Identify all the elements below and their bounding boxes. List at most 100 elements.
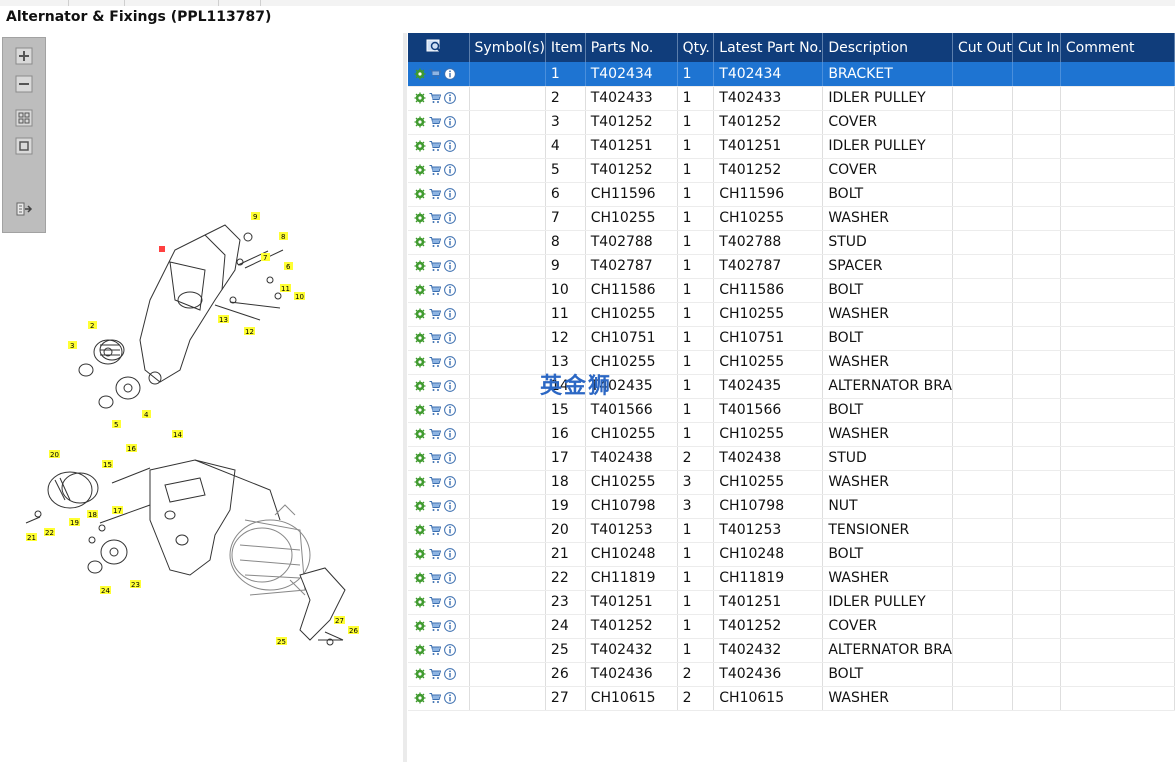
info-icon[interactable]	[444, 380, 456, 392]
table-row[interactable]: 2 T402433 1 T402433 IDLER PULLEY	[408, 86, 1175, 111]
settings-gear-icon[interactable]	[414, 404, 426, 416]
cart-icon[interactable]	[429, 428, 441, 440]
column-header-comment[interactable]: Comment	[1060, 33, 1175, 62]
info-icon[interactable]	[444, 548, 456, 560]
cart-icon[interactable]	[429, 212, 441, 224]
settings-gear-icon[interactable]	[414, 692, 426, 704]
settings-gear-icon[interactable]	[414, 572, 426, 584]
table-row[interactable]: 25 T402432 1 T402432 ALTERNATOR BRA	[408, 638, 1175, 663]
column-header-cut-out[interactable]: Cut Out	[952, 33, 1013, 62]
info-icon[interactable]	[444, 332, 456, 344]
info-icon[interactable]	[444, 404, 456, 416]
settings-gear-icon[interactable]	[414, 668, 426, 680]
pane-splitter[interactable]	[403, 33, 407, 762]
cart-icon[interactable]	[429, 668, 441, 680]
cart-icon[interactable]	[429, 164, 441, 176]
info-icon[interactable]	[444, 452, 456, 464]
table-row[interactable]: 5 T401252 1 T401252 COVER	[408, 158, 1175, 183]
settings-gear-icon[interactable]	[414, 356, 426, 368]
table-row[interactable]: 18 CH10255 3 CH10255 WASHER	[408, 470, 1175, 495]
settings-gear-icon[interactable]	[414, 164, 426, 176]
diagram-callouts[interactable]: 9 8 7 6 11 10 13 12 2 3 4 5 14 16 15 20 …	[26, 212, 359, 646]
column-header-latest-part-no[interactable]: Latest Part No.	[713, 33, 824, 62]
table-row[interactable]: 23 T401251 1 T401251 IDLER PULLEY	[408, 590, 1175, 615]
settings-gear-icon[interactable]	[414, 500, 426, 512]
table-row[interactable]: 15 T401566 1 T401566 BOLT	[408, 398, 1175, 423]
cart-icon[interactable]	[429, 500, 441, 512]
table-row[interactable]: 7 CH10255 1 CH10255 WASHER	[408, 206, 1175, 231]
column-header-cut-in[interactable]: Cut In	[1012, 33, 1061, 62]
column-header-actions[interactable]	[408, 33, 470, 62]
cart-icon[interactable]	[429, 236, 441, 248]
table-row[interactable]: 12 CH10751 1 CH10751 BOLT	[408, 326, 1175, 351]
zoom-out-icon[interactable]	[15, 75, 33, 93]
settings-gear-icon[interactable]	[414, 236, 426, 248]
info-icon[interactable]	[444, 524, 456, 536]
cart-icon[interactable]	[429, 692, 441, 704]
settings-gear-icon[interactable]	[414, 308, 426, 320]
settings-gear-icon[interactable]	[414, 524, 426, 536]
cart-icon[interactable]	[429, 116, 441, 128]
column-header-item[interactable]: Item	[545, 33, 586, 62]
cart-icon[interactable]	[429, 260, 441, 272]
cart-icon[interactable]	[429, 188, 441, 200]
settings-gear-icon[interactable]	[414, 476, 426, 488]
info-icon[interactable]	[444, 692, 456, 704]
table-row[interactable]: 3 T401252 1 T401252 COVER	[408, 110, 1175, 135]
info-icon[interactable]	[444, 67, 456, 80]
settings-gear-icon[interactable]	[414, 380, 426, 392]
cart-icon[interactable]	[429, 524, 441, 536]
info-icon[interactable]	[444, 212, 456, 224]
export-icon[interactable]	[15, 200, 33, 218]
fit-all-icon[interactable]	[15, 109, 33, 127]
column-header-parts-no[interactable]: Parts No.	[585, 33, 678, 62]
settings-gear-icon[interactable]	[414, 452, 426, 464]
info-icon[interactable]	[444, 572, 456, 584]
table-row[interactable]: 17 T402438 2 T402438 STUD	[408, 446, 1175, 471]
settings-gear-icon[interactable]	[414, 212, 426, 224]
settings-gear-icon[interactable]	[414, 644, 426, 656]
settings-gear-icon[interactable]	[414, 332, 426, 344]
info-icon[interactable]	[444, 644, 456, 656]
cart-icon[interactable]	[429, 140, 441, 152]
info-icon[interactable]	[444, 308, 456, 320]
zoom-in-icon[interactable]	[15, 47, 33, 65]
cart-icon[interactable]	[429, 332, 441, 344]
table-row[interactable]: 16 CH10255 1 CH10255 WASHER	[408, 422, 1175, 447]
cart-icon[interactable]	[429, 356, 441, 368]
info-icon[interactable]	[444, 92, 456, 104]
info-icon[interactable]	[444, 620, 456, 632]
column-header-qty[interactable]: Qty.	[677, 33, 715, 62]
table-row[interactable]: 14 T402435 1 T402435 ALTERNATOR BRA	[408, 374, 1175, 399]
table-row[interactable]: 21 CH10248 1 CH10248 BOLT	[408, 542, 1175, 567]
info-icon[interactable]	[444, 428, 456, 440]
cart-icon[interactable]	[429, 380, 441, 392]
info-icon[interactable]	[444, 596, 456, 608]
info-icon[interactable]	[444, 668, 456, 680]
cart-icon[interactable]	[429, 308, 441, 320]
cart-icon[interactable]	[429, 596, 441, 608]
settings-gear-icon[interactable]	[414, 116, 426, 128]
table-row[interactable]: 22 CH11819 1 CH11819 WASHER	[408, 566, 1175, 591]
info-icon[interactable]	[444, 236, 456, 248]
settings-gear-icon[interactable]	[414, 92, 426, 104]
table-row[interactable]: 26 T402436 2 T402436 BOLT	[408, 662, 1175, 687]
settings-gear-icon[interactable]	[414, 596, 426, 608]
settings-gear-icon[interactable]	[414, 620, 426, 632]
column-header-description[interactable]: Description	[822, 33, 953, 62]
fit-window-icon[interactable]	[15, 137, 33, 155]
cart-icon[interactable]	[429, 476, 441, 488]
settings-gear-icon[interactable]	[414, 428, 426, 440]
settings-gear-icon[interactable]	[414, 188, 426, 200]
table-row[interactable]: 4 T401251 1 T401251 IDLER PULLEY	[408, 134, 1175, 159]
info-icon[interactable]	[444, 260, 456, 272]
info-icon[interactable]	[444, 164, 456, 176]
exploded-parts-diagram[interactable]: 9 8 7 6 11 10 13 12 2 3 4 5 14 16 15 20 …	[0, 200, 400, 670]
info-icon[interactable]	[444, 476, 456, 488]
settings-gear-icon[interactable]	[414, 140, 426, 152]
settings-gear-icon[interactable]	[414, 68, 426, 80]
table-row[interactable]: 1 T402434 1 T402434 BRACKET	[408, 62, 1175, 87]
table-row[interactable]: 11 CH10255 1 CH10255 WASHER	[408, 302, 1175, 327]
cart-icon[interactable]	[429, 548, 441, 560]
info-icon[interactable]	[444, 188, 456, 200]
